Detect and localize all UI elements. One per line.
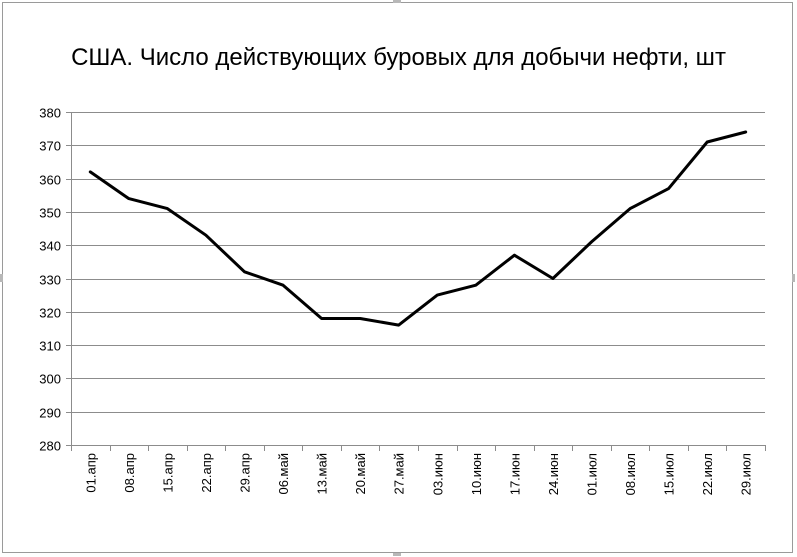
resize-handle-left[interactable] bbox=[0, 274, 3, 282]
x-tick-label: 06.май bbox=[276, 453, 291, 495]
x-tick-label: 01.апр bbox=[83, 453, 98, 493]
x-tick-label: 13.май bbox=[315, 453, 330, 495]
x-tick-label: 22.июл bbox=[700, 453, 715, 495]
y-tick-label: 290 bbox=[39, 406, 61, 421]
chart-title: США. Число действующих буровых для добыч… bbox=[71, 44, 726, 71]
x-tick-label: 17.июн bbox=[507, 453, 522, 495]
y-tick-label: 360 bbox=[39, 173, 61, 188]
y-tick-label: 320 bbox=[39, 306, 61, 321]
y-tick-label: 300 bbox=[39, 372, 61, 387]
resize-handle-bottom[interactable] bbox=[393, 553, 401, 556]
y-tick-label: 370 bbox=[39, 139, 61, 154]
series-line bbox=[88, 130, 748, 327]
x-tick-label: 03.июн bbox=[430, 453, 445, 495]
x-tick-label: 15.апр bbox=[160, 453, 175, 493]
x-tick-label: 08.июл bbox=[623, 453, 638, 495]
y-tick-label: 280 bbox=[39, 439, 61, 454]
resize-handle-top[interactable] bbox=[393, 0, 401, 3]
x-tick-label: 01.июл bbox=[585, 453, 600, 495]
x-tick-label: 27.май bbox=[392, 453, 407, 495]
y-tick-label: 310 bbox=[39, 339, 61, 354]
x-tick-label: 15.июл bbox=[662, 453, 677, 495]
y-tick-label: 350 bbox=[39, 206, 61, 221]
x-tick-label: 24.июн bbox=[546, 453, 561, 495]
y-tick-label: 380 bbox=[39, 106, 61, 121]
x-tick-label: 29.апр bbox=[238, 453, 253, 493]
x-tick-label: 22.апр bbox=[199, 453, 214, 493]
x-tick-label: 08.апр bbox=[122, 453, 137, 493]
y-tick-label: 330 bbox=[39, 273, 61, 288]
x-tick-label: 10.июн bbox=[469, 453, 484, 495]
y-tick-label: 340 bbox=[39, 239, 61, 254]
resize-handle-right[interactable] bbox=[792, 274, 795, 282]
x-tick-label: 29.июл bbox=[739, 453, 754, 495]
x-tick-label: 20.май bbox=[353, 453, 368, 495]
